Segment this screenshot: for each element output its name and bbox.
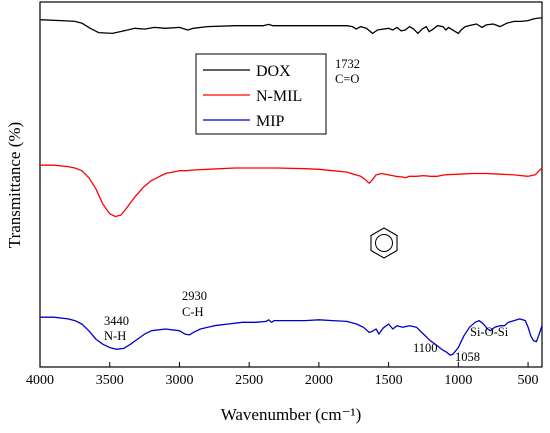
x-tick-label-2500: 2500	[235, 373, 263, 388]
benzene-ring-icon	[370, 227, 398, 259]
legend-label-dox: DOX	[256, 63, 291, 80]
legend-label-n-mil: N-MIL	[256, 88, 302, 105]
legend-label-mip: MIP	[256, 113, 285, 130]
y-axis-title: Transmittance (%)	[5, 122, 24, 248]
annotation-c-h: C-H	[182, 305, 204, 319]
series-line-mip	[40, 316, 543, 356]
annotation-1058: 1058	[455, 350, 480, 364]
x-tick-label-1500: 1500	[375, 373, 403, 388]
series-line-dox	[39, 17, 542, 35]
legend: DOX N-MIL MIP	[195, 53, 327, 135]
annotation-n-h: N-H	[104, 329, 126, 343]
x-tick-label-4000: 4000	[26, 373, 54, 388]
series-layer	[39, 17, 543, 356]
x-tick-label-500: 500	[518, 373, 539, 388]
annotation-c-o: C=O	[335, 72, 359, 86]
x-tick-label-1000: 1000	[444, 373, 472, 388]
series-line-n-mil	[40, 164, 543, 218]
annotation-3440: 3440	[104, 314, 129, 328]
x-tick-label-3500: 3500	[96, 373, 124, 388]
x-tick-label-3000: 3000	[165, 373, 193, 388]
x-axis-title: Wavenumber (cm⁻¹)	[221, 405, 362, 424]
annotation-2930: 2930	[182, 289, 207, 303]
annotation-1732: 1732	[335, 57, 360, 71]
peak-annotations: 1732 C=O 3440 N-H 2930 C-H 1100 1058 Si-…	[104, 57, 509, 364]
annotation-si-o-si: Si-O-Si	[470, 325, 509, 339]
annotation-1100: 1100	[413, 341, 438, 355]
plot-frame	[39, 1, 543, 368]
x-axis-ticks: 4000 3500 3000 2500 2000 1500 1000 500	[26, 362, 539, 388]
legend-box	[195, 53, 327, 135]
x-tick-label-2000: 2000	[305, 373, 333, 388]
